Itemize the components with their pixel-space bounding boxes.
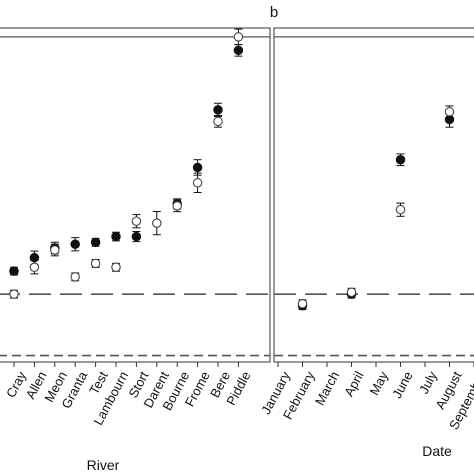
open-point-april	[346, 287, 357, 297]
x-tick-label-june: June	[389, 369, 415, 401]
x-axis-title: Date	[422, 443, 452, 459]
open-point-june	[395, 204, 406, 215]
open-point-meon	[50, 245, 60, 255]
plot-frame	[0, 27, 271, 363]
x-tick-label-july: July	[416, 368, 440, 396]
x-tick-label-may: May	[366, 368, 391, 397]
filled-point-frome	[192, 162, 203, 173]
x-tick-label-april: April	[341, 369, 367, 399]
filled-point-cray	[9, 266, 19, 276]
filled-point-piddle	[233, 45, 244, 56]
open-point-bere	[213, 116, 223, 127]
open-point-august	[444, 107, 455, 117]
open-point-allen	[29, 262, 40, 273]
open-point-bourne	[172, 201, 182, 211]
plot-frame	[273, 27, 474, 363]
panel-a-river: CrayAllenMeonGrantaTestLambournStortDare…	[0, 27, 271, 473]
open-point-lambourn	[111, 262, 121, 273]
x-axis-title: River	[87, 457, 120, 473]
open-point-frome	[192, 178, 203, 188]
open-point-february	[297, 299, 308, 309]
filled-point-june	[395, 155, 406, 165]
filled-point-granta	[70, 239, 80, 249]
panel-label: b	[270, 4, 278, 21]
open-point-piddle	[233, 32, 244, 42]
open-point-test	[90, 258, 101, 269]
open-point-granta	[70, 272, 80, 282]
filled-point-lambourn	[111, 231, 121, 242]
open-point-stort	[131, 216, 142, 226]
filled-point-bere	[213, 105, 223, 115]
filled-point-test	[90, 237, 101, 248]
open-point-cray	[9, 289, 19, 299]
open-point-darent	[152, 218, 162, 228]
x-tick-label-march: March	[312, 369, 342, 408]
filled-point-stort	[131, 231, 142, 242]
